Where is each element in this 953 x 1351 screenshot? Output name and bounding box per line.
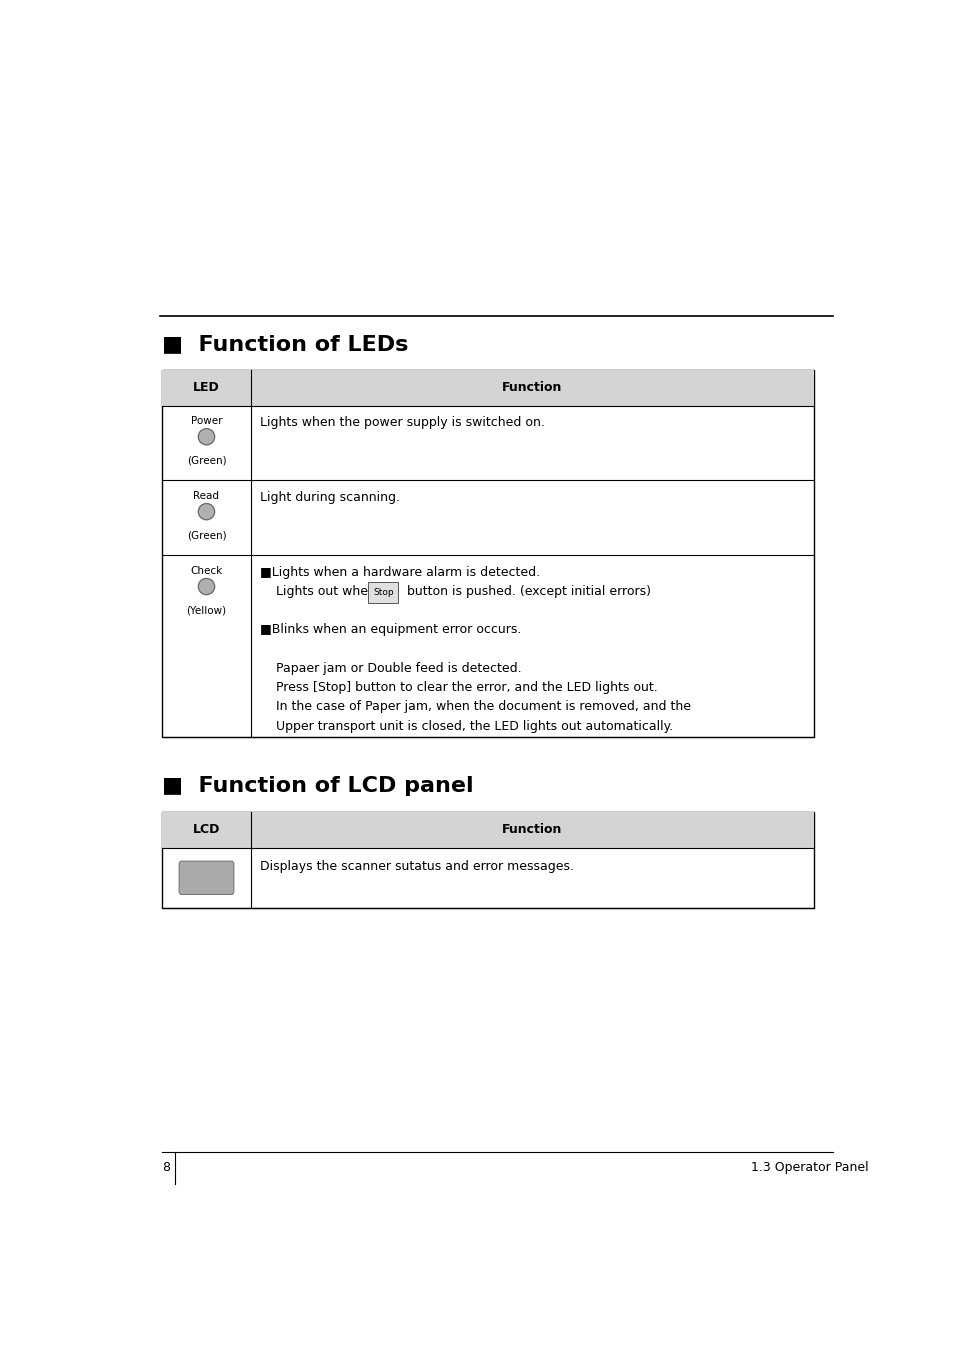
Text: ■  Function of LEDs: ■ Function of LEDs: [162, 334, 408, 354]
Text: button is pushed. (except initial errors): button is pushed. (except initial errors…: [403, 585, 651, 598]
Text: 1.3 Operator Panel: 1.3 Operator Panel: [750, 1161, 867, 1174]
Bar: [162, 370, 813, 738]
Text: Lights when the power supply is switched on.: Lights when the power supply is switched…: [259, 416, 544, 430]
Text: Power: Power: [191, 416, 222, 426]
FancyBboxPatch shape: [368, 582, 397, 603]
Bar: [162, 812, 813, 908]
Text: LCD: LCD: [193, 824, 220, 836]
FancyBboxPatch shape: [179, 861, 233, 894]
Text: Light during scanning.: Light during scanning.: [259, 490, 399, 504]
Ellipse shape: [198, 578, 214, 594]
Text: Papaer jam or Double feed is detected.: Papaer jam or Double feed is detected.: [259, 662, 520, 676]
Text: Function: Function: [502, 381, 562, 394]
Text: Function: Function: [502, 824, 562, 836]
Text: 8: 8: [162, 1161, 170, 1174]
Text: Upper transport unit is closed, the LED lights out automatically.: Upper transport unit is closed, the LED …: [259, 720, 672, 732]
Text: Check: Check: [191, 566, 222, 576]
Text: (Green): (Green): [187, 455, 226, 466]
Text: (Yellow): (Yellow): [186, 605, 226, 615]
Text: Lights out when: Lights out when: [259, 585, 375, 598]
Bar: [162, 812, 813, 847]
Ellipse shape: [198, 428, 214, 444]
Text: Read: Read: [193, 490, 219, 501]
Text: In the case of Paper jam, when the document is removed, and the: In the case of Paper jam, when the docum…: [259, 700, 690, 713]
Text: (Green): (Green): [187, 531, 226, 540]
Ellipse shape: [198, 504, 214, 520]
Text: Stop: Stop: [373, 588, 393, 597]
Text: Press [Stop] button to clear the error, and the LED lights out.: Press [Stop] button to clear the error, …: [259, 681, 657, 694]
Text: ■  Function of LCD panel: ■ Function of LCD panel: [162, 775, 474, 796]
Text: ■Lights when a hardware alarm is detected.: ■Lights when a hardware alarm is detecte…: [259, 566, 539, 578]
Bar: [162, 370, 813, 405]
Text: ■Blinks when an equipment error occurs.: ■Blinks when an equipment error occurs.: [259, 623, 520, 636]
Text: Displays the scanner sutatus and error messages.: Displays the scanner sutatus and error m…: [259, 861, 573, 873]
Text: LED: LED: [193, 381, 219, 394]
